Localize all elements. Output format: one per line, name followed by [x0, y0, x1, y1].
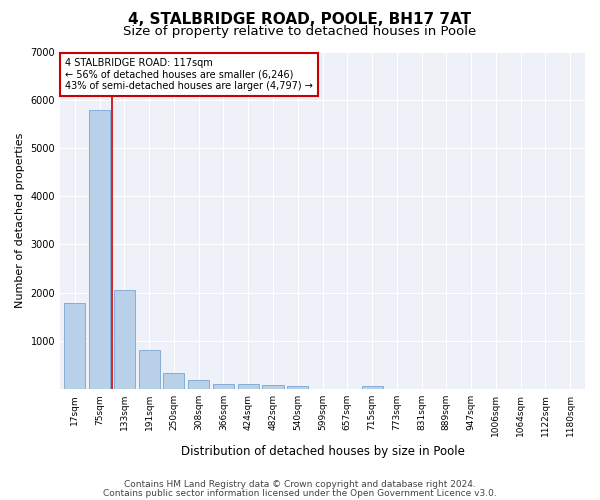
- Text: Size of property relative to detached houses in Poole: Size of property relative to detached ho…: [124, 25, 476, 38]
- Bar: [139, 350, 160, 389]
- Bar: [89, 110, 110, 389]
- Bar: [213, 384, 234, 389]
- Bar: [238, 384, 259, 389]
- Bar: [114, 290, 135, 389]
- Text: Contains public sector information licensed under the Open Government Licence v3: Contains public sector information licen…: [103, 488, 497, 498]
- X-axis label: Distribution of detached houses by size in Poole: Distribution of detached houses by size …: [181, 444, 464, 458]
- Text: Contains HM Land Registry data © Crown copyright and database right 2024.: Contains HM Land Registry data © Crown c…: [124, 480, 476, 489]
- Bar: [287, 386, 308, 389]
- Bar: [188, 380, 209, 389]
- Bar: [362, 386, 383, 389]
- Text: 4 STALBRIDGE ROAD: 117sqm
← 56% of detached houses are smaller (6,246)
43% of se: 4 STALBRIDGE ROAD: 117sqm ← 56% of detac…: [65, 58, 313, 92]
- Bar: [262, 385, 284, 389]
- Text: 4, STALBRIDGE ROAD, POOLE, BH17 7AT: 4, STALBRIDGE ROAD, POOLE, BH17 7AT: [128, 12, 472, 28]
- Bar: [64, 304, 85, 389]
- Y-axis label: Number of detached properties: Number of detached properties: [15, 132, 25, 308]
- Bar: [163, 373, 184, 389]
